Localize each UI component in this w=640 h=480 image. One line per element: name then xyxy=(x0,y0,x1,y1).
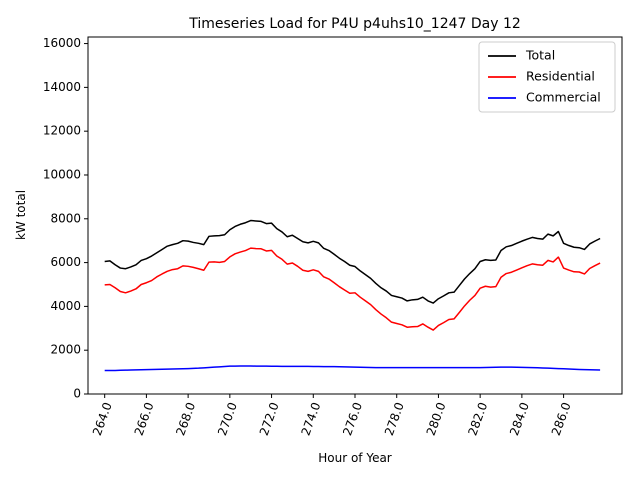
legend: Total Residential Commercial xyxy=(478,41,616,113)
y-tick-label: 2000 xyxy=(50,343,81,357)
y-tick-label: 12000 xyxy=(43,124,81,138)
y-tick-label: 6000 xyxy=(50,255,81,269)
legend-label-commercial: Commercial xyxy=(526,90,601,105)
y-axis-label: kW total xyxy=(14,190,28,240)
y-tick-label: 14000 xyxy=(43,80,81,94)
y-axis-ticks: 0 2000 4000 6000 8000 10000 12000 14000 16000 xyxy=(43,36,88,401)
y-tick-label: 0 xyxy=(73,387,81,401)
legend-label-total: Total xyxy=(525,48,555,63)
series-line-residential xyxy=(104,247,601,331)
y-tick-label: 16000 xyxy=(43,36,81,50)
legend-box xyxy=(478,41,616,113)
chart-title: Timeseries Load for P4U p4uhs10_1247 Day… xyxy=(188,16,521,32)
y-tick-label: 10000 xyxy=(43,167,81,181)
y-tick-label: 8000 xyxy=(50,211,81,225)
y-tick-label: 4000 xyxy=(50,299,81,313)
series-line-total xyxy=(104,219,601,304)
legend-label-residential: Residential xyxy=(526,69,595,84)
series-line-commercial xyxy=(104,365,601,372)
x-axis-label: Hour of Year xyxy=(318,451,392,465)
